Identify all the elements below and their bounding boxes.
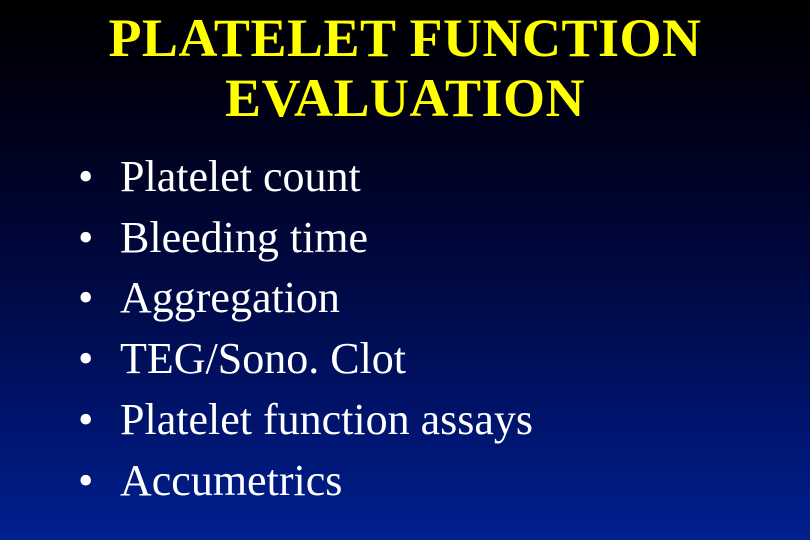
list-item: Platelet count (78, 147, 770, 208)
bullet-text: Accumetrics (120, 456, 342, 505)
slide-container: PLATELET FUNCTION EVALUATION Platelet co… (0, 0, 810, 540)
list-item: Accumetrics (78, 451, 770, 512)
slide-title: PLATELET FUNCTION EVALUATION (40, 8, 770, 129)
bullet-text: TEG/Sono. Clot (120, 334, 406, 383)
title-line-2: EVALUATION (225, 68, 585, 128)
bullet-text: Bleeding time (120, 213, 368, 262)
bullet-text: Platelet count (120, 152, 361, 201)
bullet-list: Platelet count Bleeding time Aggregation… (40, 147, 770, 511)
bullet-text: Platelet function assays (120, 395, 533, 444)
list-item: Aggregation (78, 268, 770, 329)
bullet-text: Aggregation (120, 273, 340, 322)
list-item: TEG/Sono. Clot (78, 329, 770, 390)
list-item: Bleeding time (78, 208, 770, 269)
list-item: Platelet function assays (78, 390, 770, 451)
title-line-1: PLATELET FUNCTION (108, 8, 701, 68)
